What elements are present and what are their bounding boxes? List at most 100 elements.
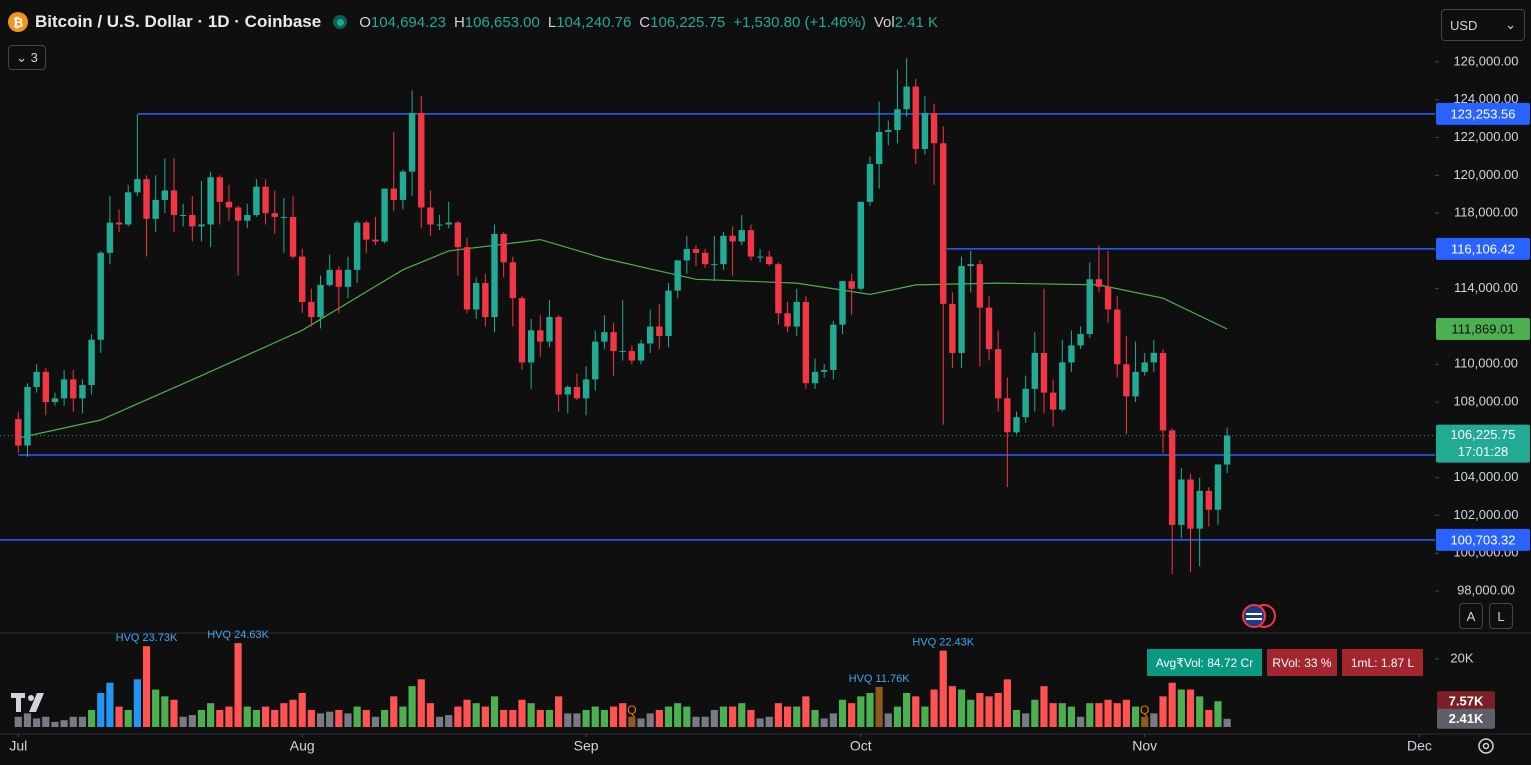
candle-body	[674, 260, 681, 291]
candle-body	[335, 269, 343, 287]
volume-bar	[371, 716, 380, 727]
ohlc-key: H	[453, 13, 465, 31]
candle-body	[408, 113, 416, 172]
candle-body	[1123, 364, 1130, 397]
volume-bar	[78, 716, 87, 727]
auto-scale-button[interactable]: A	[1459, 603, 1483, 629]
avg-vol-badge: Avg₹Vol: 84.72 Cr	[1147, 649, 1262, 676]
candle-body	[903, 86, 910, 110]
candle-body	[720, 235, 727, 265]
candle-body	[500, 233, 507, 263]
candle-body	[811, 371, 819, 384]
volume-bar	[23, 713, 32, 727]
volume-bar	[69, 716, 77, 727]
volume-bar	[408, 686, 416, 727]
volume-bar	[1040, 686, 1048, 727]
candle-body	[1178, 479, 1185, 525]
moving-average	[18, 238, 1228, 439]
volume-value-box	[1437, 691, 1495, 712]
y-tick-label: 104,000.00	[1453, 469, 1518, 484]
candle-body	[353, 222, 361, 270]
candle-body	[326, 269, 333, 285]
volume-bar	[664, 706, 673, 727]
ohlc-value: 104,240.76	[556, 13, 632, 31]
volume-bar	[1086, 703, 1094, 727]
volume-bar	[957, 689, 966, 727]
last-price-label: 106,225.75	[1450, 427, 1515, 442]
symbol-title: Bitcoin / U.S. Dollar · 1D · Coinbase	[35, 12, 322, 31]
candle-body	[555, 317, 562, 395]
candle-body	[619, 351, 626, 353]
volume-bar	[893, 706, 902, 727]
candle-body	[189, 215, 196, 227]
currency-select[interactable]: USD ⌄	[1441, 9, 1525, 41]
candle-body	[976, 264, 984, 308]
candle-body	[1104, 286, 1112, 310]
volume-annotation: HVQ 24.63K	[207, 629, 269, 641]
candle-body	[152, 199, 159, 219]
volume-bar	[133, 679, 141, 727]
volume-bar	[243, 706, 251, 727]
y-tick-label: 122,000.00	[1453, 129, 1518, 144]
volume-bar	[481, 706, 489, 727]
candle-body	[472, 283, 480, 310]
event-flag	[1242, 604, 1276, 628]
volume-bar	[930, 689, 938, 727]
candle-body	[940, 143, 947, 304]
ohlc-key: O	[359, 13, 371, 31]
volume-bar	[87, 709, 96, 727]
volume-bar	[289, 699, 297, 727]
volume-bar	[1113, 703, 1121, 727]
volume-bar	[14, 716, 22, 727]
volume-bar	[811, 709, 819, 727]
y-tick-label: 108,000.00	[1453, 394, 1518, 409]
candle-body	[143, 179, 150, 219]
candle-body	[912, 86, 919, 149]
log-scale-button[interactable]: L	[1489, 603, 1513, 629]
candle-body	[1013, 417, 1020, 433]
volume-bar	[207, 703, 215, 727]
candle-body	[857, 201, 865, 289]
volume-bar	[985, 696, 993, 727]
candle-body	[427, 207, 434, 225]
volume-bar	[967, 699, 975, 727]
volume-bar	[454, 706, 462, 727]
indicators-toggle[interactable]: ⌄ 3	[8, 45, 46, 70]
volume-bar	[948, 686, 956, 727]
volume-bar	[747, 709, 755, 727]
candle-body	[711, 264, 718, 266]
volume-bar	[381, 709, 389, 727]
candle-body	[784, 313, 791, 327]
candle-body	[1214, 464, 1222, 510]
candle-body	[1086, 279, 1093, 335]
candle-body	[692, 249, 700, 253]
volume-bar	[1058, 703, 1066, 727]
candle-body	[289, 216, 297, 257]
volume-bar	[1159, 696, 1167, 727]
vol-key: Vol	[873, 13, 895, 31]
candle-body	[546, 317, 553, 342]
volume-bar	[683, 706, 691, 727]
volume-bar	[866, 692, 874, 727]
volume-value-label: 2.41K	[1449, 711, 1484, 726]
volume-bar	[912, 696, 920, 727]
settings-icon[interactable]	[1478, 738, 1494, 754]
volume-bar	[1003, 679, 1011, 727]
volume-bar	[719, 706, 728, 727]
candle-body	[216, 177, 223, 202]
indicator-count: 3	[30, 50, 38, 65]
candle-body	[930, 113, 938, 144]
volume-bar	[1022, 713, 1030, 727]
candle-body	[170, 190, 178, 216]
volume-bar	[701, 716, 709, 727]
level-label: 116,106.42	[1451, 241, 1515, 256]
volume-bar	[106, 682, 114, 727]
candle-body	[1049, 392, 1057, 410]
volume-bar	[115, 706, 123, 727]
candle-body	[820, 369, 828, 372]
volume-bar	[445, 715, 453, 727]
candle-body	[958, 266, 965, 353]
volume-bar	[939, 650, 947, 727]
candle-body	[1004, 398, 1011, 433]
